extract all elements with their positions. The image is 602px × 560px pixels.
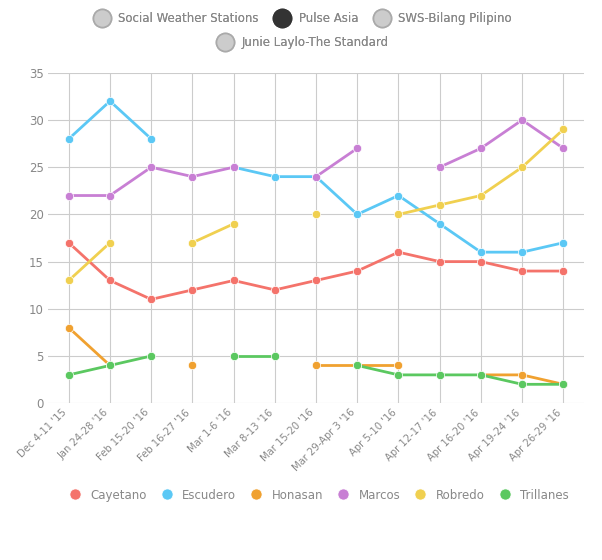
- Legend: Junie Laylo-The Standard: Junie Laylo-The Standard: [208, 31, 394, 54]
- Legend: Cayetano, Escudero, Honasan, Marcos, Robredo, Trillanes: Cayetano, Escudero, Honasan, Marcos, Rob…: [58, 484, 574, 506]
- Legend: Social Weather Stations, Pulse Asia, SWS-Bilang Pilipino: Social Weather Stations, Pulse Asia, SWS…: [85, 7, 517, 30]
